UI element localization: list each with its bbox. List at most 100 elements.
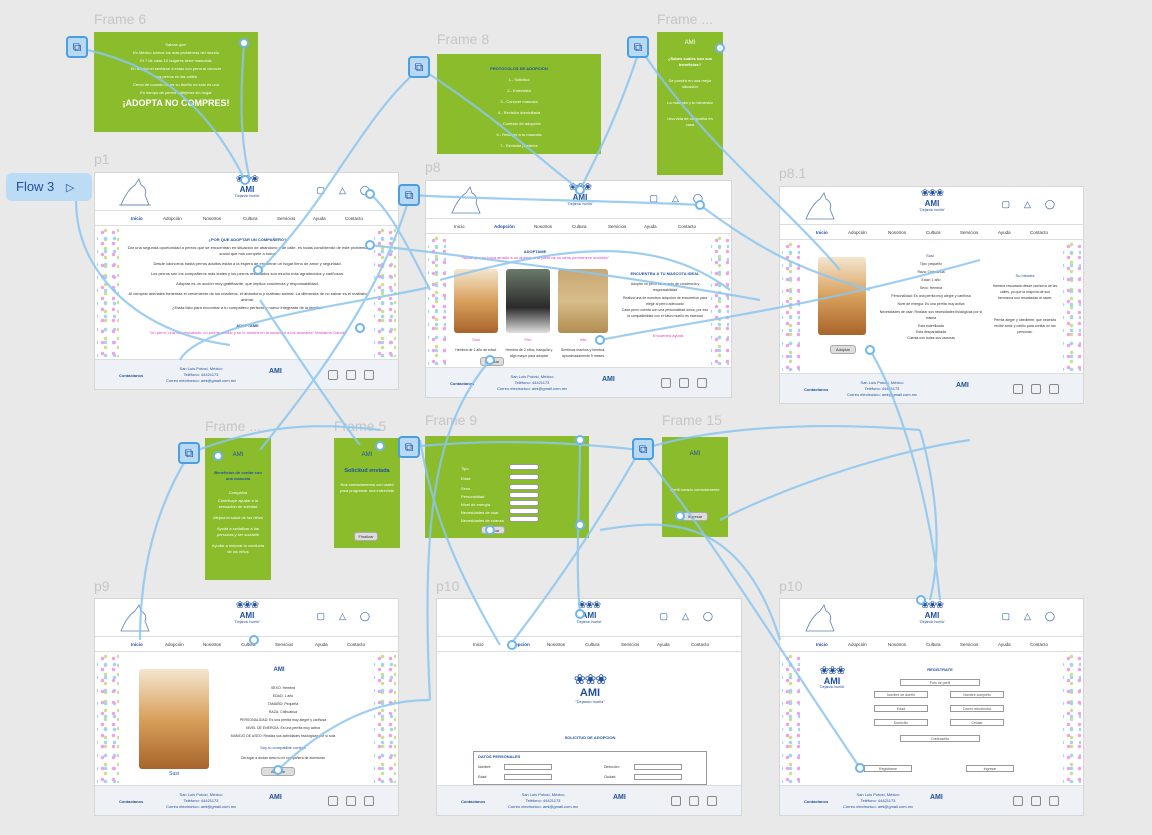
- password-field[interactable]: Contraseña: [900, 735, 980, 742]
- bell-icon[interactable]: △: [672, 193, 679, 203]
- user-icon[interactable]: ◯: [359, 611, 370, 621]
- youtube-icon[interactable]: [1049, 796, 1059, 806]
- adopt-button[interactable]: Adoptar: [261, 767, 295, 776]
- facebook-icon[interactable]: [328, 370, 338, 380]
- user-icon[interactable]: ◯: [1044, 611, 1055, 621]
- nav-ayuda[interactable]: Ayuda: [657, 642, 670, 647]
- p8-frame[interactable]: ❀❀❀ AMI "Dejando huella" ▢ △ ◯ Inicio Adop…: [425, 180, 732, 398]
- chat-icon[interactable]: ▢: [649, 193, 658, 203]
- youtube-icon[interactable]: [697, 378, 707, 388]
- nav-ayuda[interactable]: Ayuda: [313, 216, 326, 221]
- nav-adopcion[interactable]: Adopción: [163, 216, 182, 221]
- nav-servicios[interactable]: Servicios: [621, 642, 640, 647]
- chat-icon[interactable]: ▢: [659, 611, 668, 621]
- login-button[interactable]: Ingresar: [682, 512, 708, 521]
- nav-adopcion[interactable]: Adopción: [848, 230, 867, 235]
- nav-contacto[interactable]: Contacto: [345, 216, 364, 221]
- facebook-icon[interactable]: [671, 796, 681, 806]
- frame-left-mid-card[interactable]: AMI Beneficios de contar con una mascota…: [205, 438, 271, 580]
- frame9-input[interactable]: [509, 508, 539, 514]
- frame9-input[interactable]: [509, 492, 539, 498]
- prototype-link-icon[interactable]: ⧉: [398, 436, 420, 458]
- register-button[interactable]: Registrarse: [864, 765, 912, 772]
- pet-photo-pim[interactable]: [506, 269, 550, 333]
- nav-cultura[interactable]: Cultura: [926, 230, 941, 235]
- frame5-card[interactable]: AMI Solicitud enviada Nos contactaremos …: [334, 438, 400, 548]
- ami-logo[interactable]: ❀❀❀ AMI "Dejando huella": [225, 174, 269, 206]
- age-field[interactable]: Edad: [874, 705, 928, 712]
- phone-field[interactable]: Celular: [950, 719, 1004, 726]
- profile-photo-field[interactable]: Foto de perfil: [900, 679, 980, 686]
- bell-icon[interactable]: △: [339, 185, 346, 195]
- facebook-icon[interactable]: [661, 378, 671, 388]
- nav-servicios[interactable]: Servicios: [275, 642, 294, 647]
- nav-adopcion[interactable]: Adopción: [509, 642, 530, 647]
- p10a-frame[interactable]: ❀❀❀ AMI "Dejando huella" ▢ △ ◯ Inicio Adop…: [436, 598, 742, 816]
- nav-inicio[interactable]: Inicio: [131, 642, 143, 647]
- user-icon[interactable]: ◯: [359, 185, 370, 195]
- facebook-icon[interactable]: [328, 796, 338, 806]
- prototype-link-icon[interactable]: ⧉: [178, 442, 200, 464]
- nav-servicios[interactable]: Servicios: [277, 216, 296, 221]
- prototype-link-icon[interactable]: ⧉: [66, 36, 88, 58]
- nav-nosotros[interactable]: Nosotros: [888, 230, 907, 235]
- full-name-field[interactable]: Nombre completo: [950, 691, 1004, 698]
- finalize-button[interactable]: Finalizar: [354, 532, 378, 541]
- ami-logo[interactable]: ❀❀❀ AMI "Dejando huella": [910, 188, 954, 220]
- chat-icon[interactable]: ▢: [316, 185, 325, 195]
- chat-icon[interactable]: ▢: [1001, 611, 1010, 621]
- ami-logo[interactable]: ❀❀❀ AMI "Dejando huella": [558, 182, 602, 214]
- frame9-card[interactable]: Tipo Edad Sexo Personalidad Nivel de ene…: [425, 436, 589, 538]
- frame15-card[interactable]: AMI Perfil creado correctamente: [662, 437, 728, 537]
- user-icon[interactable]: ◯: [1044, 199, 1055, 209]
- youtube-icon[interactable]: [364, 370, 374, 380]
- p1-adoptame-title[interactable]: ADOPTAME: [236, 323, 259, 328]
- address-input[interactable]: [634, 764, 682, 770]
- chat-icon[interactable]: ▢: [316, 611, 325, 621]
- adopt-button[interactable]: Adoptar: [830, 345, 856, 354]
- email-field[interactable]: Correo electrónico: [950, 705, 1004, 712]
- nav-inicio[interactable]: Inicio: [816, 230, 828, 235]
- nav-nosotros[interactable]: Nosotros: [203, 216, 222, 221]
- flow-start-label[interactable]: Flow 3 ▷: [6, 173, 92, 201]
- nav-inicio[interactable]: Inicio: [473, 642, 484, 647]
- youtube-icon[interactable]: [707, 796, 717, 806]
- age-input[interactable]: [504, 774, 552, 780]
- prototype-link-icon[interactable]: ⧉: [632, 438, 654, 460]
- nav-nosotros[interactable]: Nosotros: [888, 642, 907, 647]
- pet-photo-vito[interactable]: [558, 269, 608, 333]
- frame-top-right-card[interactable]: AMI ¿Sabes cuáles son sus beneficios? Se…: [657, 32, 723, 175]
- frame9-input[interactable]: [509, 484, 539, 490]
- nav-cultura[interactable]: Cultura: [585, 642, 600, 647]
- prototype-link-icon[interactable]: ⧉: [408, 56, 430, 78]
- p9-frame[interactable]: ❀❀❀ AMI "Dejando huella" ▢ △ ◯ Inicio Adop…: [94, 598, 399, 816]
- p8-help-link[interactable]: Encuentra ayuda: [652, 333, 684, 338]
- nav-contacto[interactable]: Contacto: [691, 642, 710, 647]
- bell-icon[interactable]: △: [339, 611, 346, 621]
- nav-servicios[interactable]: Servicios: [960, 230, 979, 235]
- frame9-input[interactable]: [509, 500, 539, 506]
- nav-contacto[interactable]: Contacto: [1030, 642, 1049, 647]
- instagram-icon[interactable]: [1031, 796, 1041, 806]
- bell-icon[interactable]: △: [1024, 199, 1031, 209]
- youtube-icon[interactable]: [364, 796, 374, 806]
- nav-cultura[interactable]: Cultura: [241, 642, 256, 647]
- prototype-link-icon[interactable]: ⧉: [627, 36, 649, 58]
- adopt-button[interactable]: Adoptar: [480, 357, 504, 366]
- nav-cultura[interactable]: Cultura: [243, 216, 258, 221]
- city-input[interactable]: [634, 774, 682, 780]
- instagram-icon[interactable]: [346, 796, 356, 806]
- facebook-icon[interactable]: [1013, 384, 1023, 394]
- bell-icon[interactable]: △: [682, 611, 689, 621]
- name-input[interactable]: [504, 764, 552, 770]
- nav-ayuda[interactable]: Ayuda: [998, 230, 1011, 235]
- user-icon[interactable]: ◯: [702, 611, 713, 621]
- nav-inicio[interactable]: Inicio: [131, 216, 143, 221]
- search-button[interactable]: Buscar: [481, 526, 505, 534]
- chat-icon[interactable]: ▢: [1001, 199, 1010, 209]
- nav-adopcion[interactable]: Adopción: [848, 642, 867, 647]
- nav-nosotros[interactable]: Nosotros: [547, 642, 566, 647]
- address-field[interactable]: Domicilio: [874, 719, 928, 726]
- prototype-link-icon[interactable]: ⧉: [398, 184, 420, 206]
- nav-contacto[interactable]: Contacto: [1030, 230, 1049, 235]
